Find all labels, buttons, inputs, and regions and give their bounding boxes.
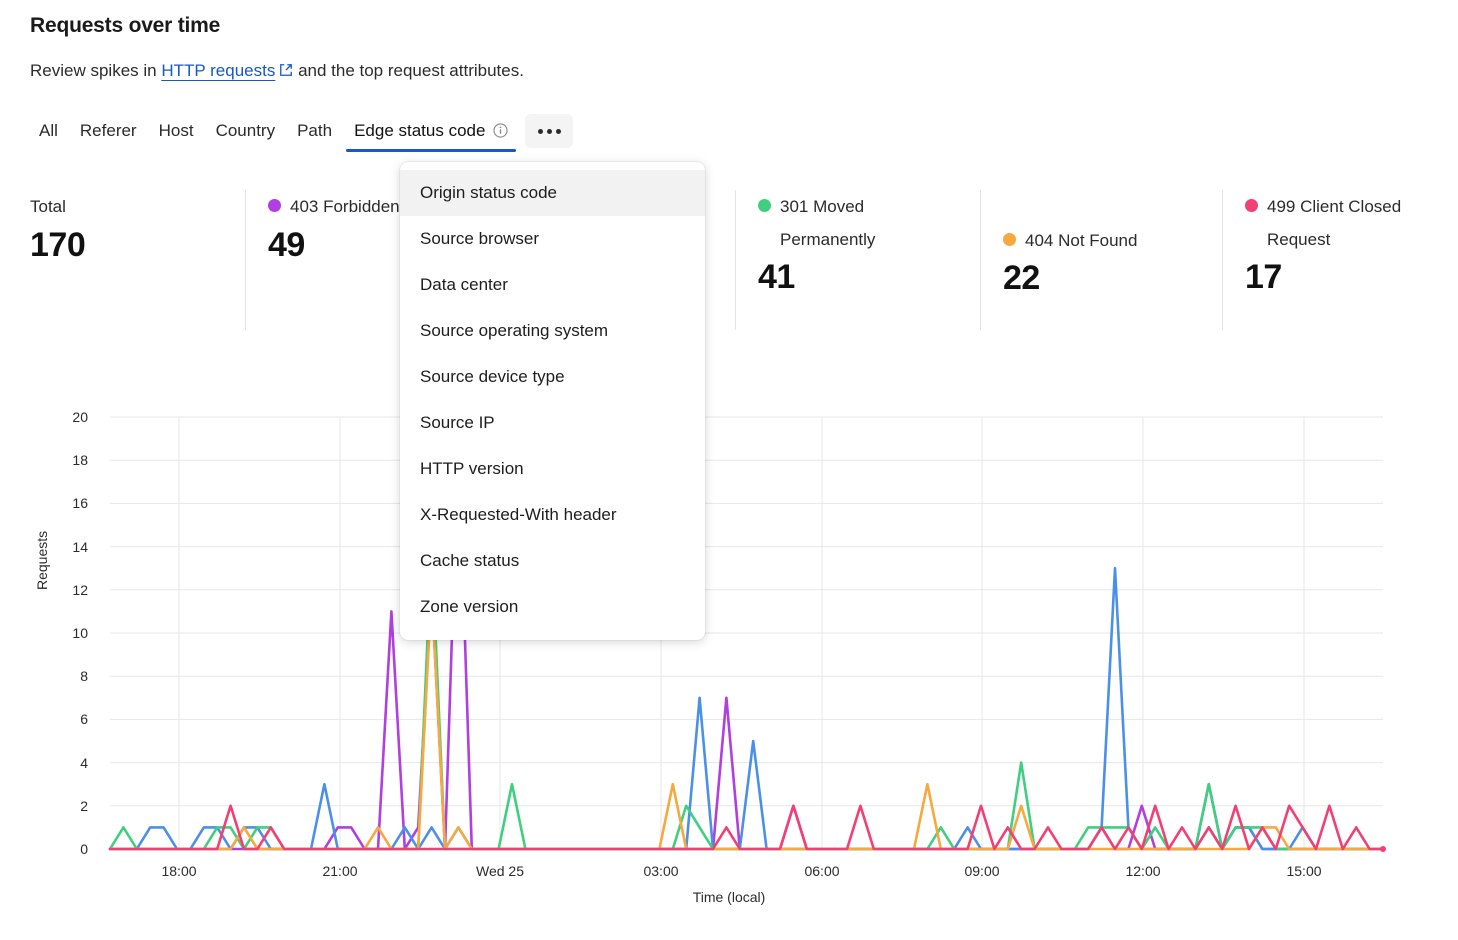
x-axis-tick-label: 03:00 (643, 863, 679, 879)
stat-label-text: 403 Forbidden (290, 197, 400, 216)
tab-label: Referer (79, 121, 137, 140)
x-axis-tick-label: 18:00 (161, 863, 197, 879)
stat-label: Total (30, 190, 223, 224)
tab-all[interactable]: All (28, 116, 69, 152)
ellipsis-icon (537, 128, 543, 134)
stat-label-text: Total (30, 197, 66, 216)
tab-label: Path (297, 121, 333, 140)
menu-item-source-operating-system[interactable]: Source operating system (420, 321, 609, 340)
page-subtitle: Review spikes in HTTP requests and the t… (30, 61, 524, 81)
y-axis-tick-label: 6 (80, 711, 88, 728)
tab-edge-status-code[interactable]: Edge status code (343, 116, 519, 152)
y-axis-tick-label: 8 (80, 668, 88, 685)
info-circle-icon[interactable] (493, 123, 509, 138)
menu-item-data-center[interactable]: Data center (420, 275, 508, 294)
stat-value: 170 (30, 226, 86, 264)
y-axis-tick-label: 18 (72, 452, 88, 469)
ellipsis-icon (546, 128, 552, 134)
series-color-dot (268, 199, 281, 212)
series-color-dot (1245, 199, 1258, 212)
y-axis-tick-label: 12 (72, 581, 88, 598)
stat-card-301: 301 Moved Permanently 41 (735, 190, 980, 330)
menu-item-cache-status[interactable]: Cache status (420, 551, 520, 570)
stat-label: 499 Client Closed Request (1245, 190, 1406, 256)
tab-host[interactable]: Host (148, 116, 205, 152)
x-axis-tick-label: 15:00 (1286, 863, 1322, 879)
stat-value: 49 (268, 226, 305, 264)
menu-item-http-version[interactable]: HTTP version (420, 459, 524, 478)
stat-card-404: 404 Not Found 22 (980, 190, 1222, 330)
stat-card-403: 403 Forbidden 49 (245, 190, 490, 330)
y-axis-tick-label: 14 (72, 538, 88, 555)
stat-value: 22 (1003, 259, 1040, 298)
x-axis-tick-label: 06:00 (804, 863, 840, 879)
tab-referer[interactable]: Referer (69, 116, 148, 152)
tab-path[interactable]: Path (286, 116, 343, 152)
tab-label: All (39, 121, 58, 140)
y-axis-tick-label: 16 (72, 495, 88, 512)
tab-label: Edge status code (354, 121, 486, 140)
subtitle-suffix: and the top request attributes. (293, 61, 524, 80)
x-axis-title: Time (local) (692, 889, 766, 905)
menu-item-source-device-type[interactable]: Source device type (420, 367, 565, 386)
attribute-tabs: All Referer Host Country Path Edge statu… (28, 114, 574, 154)
stat-label: 403 Forbidden (268, 190, 468, 224)
page-title: Requests over time (30, 14, 221, 37)
stat-label-text: 404 Not Found (1025, 231, 1138, 250)
stat-label-text: 301 Moved Permanently (780, 197, 876, 250)
stat-label-text: 499 Client Closed Request (1267, 197, 1402, 250)
y-axis-tick-label: 0 (80, 841, 88, 857)
stat-card-499: 499 Client Closed Request 17 (1222, 190, 1428, 330)
x-axis-tick-label: Wed 25 (476, 863, 524, 879)
menu-item-source-ip[interactable]: Source IP (420, 413, 495, 432)
x-axis-tick-label: 21:00 (322, 863, 358, 879)
stat-value: 17 (1245, 258, 1282, 297)
stat-label: 301 Moved Permanently (758, 190, 958, 256)
menu-item-source-browser[interactable]: Source browser (420, 229, 540, 248)
y-axis-tick-label: 4 (80, 754, 88, 771)
stat-label: 404 Not Found (1003, 190, 1200, 257)
tab-label: Host (158, 121, 194, 140)
stat-card-total: Total 170 (30, 190, 245, 330)
menu-item-origin-status-code[interactable]: Origin status code (400, 170, 705, 216)
tab-country[interactable]: Country (205, 116, 287, 152)
ellipsis-icon (555, 128, 561, 134)
y-axis-tick-label: 2 (80, 797, 88, 814)
series-color-dot (758, 199, 771, 212)
y-axis-ticks: 0 2 4 6 8 10 12 14 16 18 20 (40, 0, 88, 940)
series-color-dot (1003, 233, 1016, 246)
stat-value: 41 (758, 258, 795, 297)
tab-label: Country (215, 121, 276, 140)
stat-cards: Total 170 403 Forbidden 49 200 OK 41 301… (30, 190, 1428, 330)
attribute-dropdown-menu: Origin status code Source browser Data cen… (400, 162, 705, 640)
x-axis-tick-label: 09:00 (964, 863, 1000, 879)
menu-item-zone-version[interactable]: Zone version (420, 597, 519, 616)
external-link-icon (279, 62, 293, 76)
http-requests-link[interactable]: HTTP requests (161, 61, 276, 80)
more-options-button[interactable] (525, 114, 574, 148)
menu-item-x-requested-with-header[interactable]: X-Requested-With header (420, 505, 617, 524)
subtitle-prefix: Review spikes in (30, 61, 162, 80)
y-axis-tick-label: 10 (72, 625, 88, 641)
y-axis-tick-label: 20 (72, 409, 88, 425)
x-axis-tick-label: 12:00 (1125, 863, 1161, 879)
